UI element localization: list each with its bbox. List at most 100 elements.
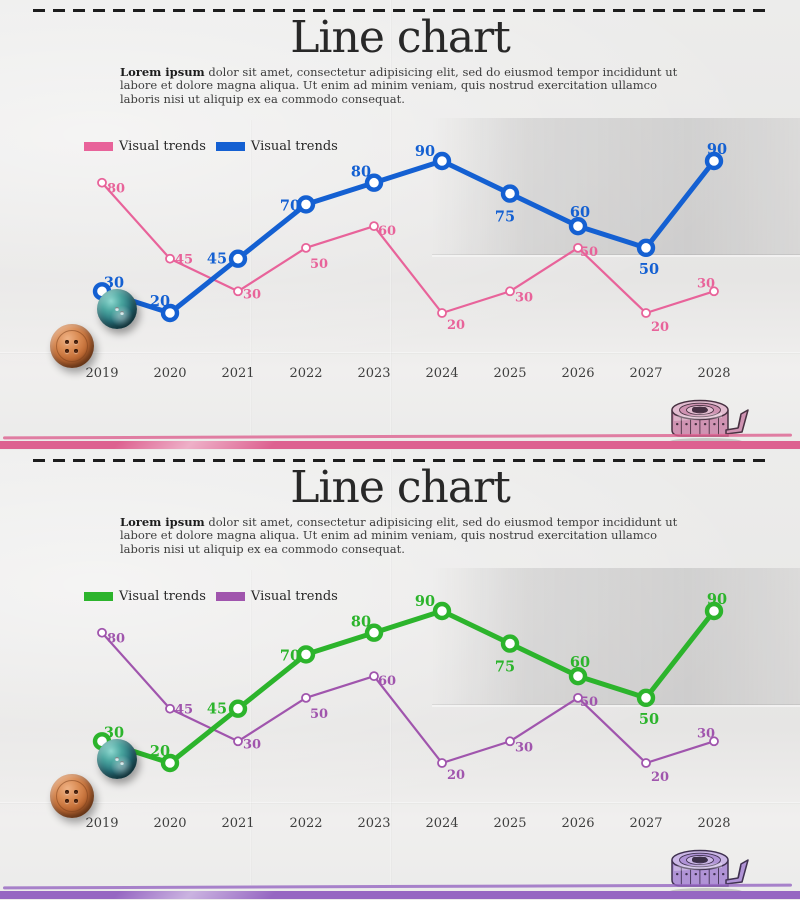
chart-panel-top: Line chart Lorem ipsum dolor sit amet, c… (0, 0, 800, 450)
intro-paragraph: Lorem ipsum dolor sit amet, consectetur … (120, 515, 690, 556)
data-point (500, 634, 520, 653)
legend-item: Visual trends (84, 139, 206, 154)
data-point-label: 80 (351, 614, 371, 631)
button-hole (120, 761, 125, 765)
data-point-label: 20 (150, 293, 170, 310)
paper-crease (390, 0, 392, 435)
x-axis-label: 2026 (561, 816, 594, 831)
chart-legend: Visual trends Visual trends (84, 139, 338, 154)
data-point (364, 173, 384, 192)
data-point-label: 45 (175, 253, 193, 268)
paper-crease (250, 120, 252, 435)
legend-item: Visual trends (215, 139, 338, 154)
data-point-label: 30 (243, 287, 261, 302)
data-point (160, 303, 180, 323)
data-point (568, 216, 588, 236)
data-point (709, 736, 719, 747)
series-line (99, 158, 717, 316)
data-point (296, 195, 316, 214)
accent-divider-band (0, 433, 800, 450)
x-axis-label: 2020 (153, 366, 186, 381)
data-point-label: 90 (707, 141, 727, 158)
data-point (641, 758, 651, 768)
data-point (709, 286, 719, 297)
data-point (301, 242, 311, 253)
button-hole (64, 798, 70, 804)
button-ring (56, 780, 88, 812)
legend-label: Visual trends (119, 139, 206, 154)
x-axis-label: 2024 (425, 816, 458, 831)
data-point (165, 253, 175, 264)
line-chart: 2019 2020 2021 2022 2023 2024 2025 2026 2027 2028… (85, 591, 730, 831)
x-axis-label: 2027 (629, 816, 662, 831)
button-hole (64, 339, 70, 345)
data-point (432, 151, 452, 171)
data-point (165, 703, 175, 714)
x-axis-label: 2028 (697, 816, 730, 831)
data-point (573, 692, 583, 703)
data-point-label: 60 (570, 204, 590, 221)
intro-paragraph: Lorem ipsum dolor sit amet, consectetur … (120, 65, 690, 106)
x-axis-label: 2019 (85, 366, 118, 381)
x-axis-label: 2023 (357, 366, 390, 381)
data-point-label: 75 (495, 659, 515, 676)
accent-stroke (2, 433, 793, 439)
button-hole (115, 757, 119, 762)
data-point-label: 60 (378, 224, 396, 239)
chart-panel-bottom: Line chart Lorem ipsum dolor sit amet, c… (0, 450, 800, 900)
paper-crease (0, 802, 800, 804)
line-chart: 2019 2020 2021 2022 2023 2024 2025 2026 2027 2028… (85, 141, 730, 381)
legend-swatch (215, 592, 245, 601)
data-point-label: 80 (107, 182, 125, 197)
data-point-label: 70 (280, 647, 300, 664)
data-point (369, 671, 379, 682)
button-hole (64, 789, 70, 795)
data-point (364, 623, 384, 642)
intro-text: dolor sit amet, consectetur adipisicing … (120, 515, 678, 556)
paper-crease (250, 570, 252, 885)
data-point (301, 692, 311, 703)
legend-label: Visual trends (250, 589, 338, 604)
x-axis-label: 2025 (493, 816, 526, 831)
data-point-label: 90 (415, 593, 435, 610)
paper-crease (0, 352, 800, 354)
data-point (432, 601, 452, 621)
paper-crease (390, 450, 392, 885)
accent-bar (0, 891, 800, 899)
data-point-label: 20 (651, 770, 669, 785)
data-point-label: 20 (447, 768, 465, 783)
x-axis-label: 2026 (561, 366, 594, 381)
series-line (99, 608, 717, 766)
data-point (437, 308, 447, 318)
data-point (160, 753, 180, 773)
button-hole (73, 339, 79, 345)
intro-lead: Lorem ipsum (120, 65, 205, 79)
data-point (704, 601, 724, 621)
data-point (505, 286, 515, 297)
legend-swatch (84, 592, 113, 601)
x-axis-label: 2025 (493, 366, 526, 381)
legend-label: Visual trends (119, 589, 206, 604)
data-point (573, 242, 583, 253)
legend-item: Visual trends (215, 589, 338, 604)
data-point-label: 20 (447, 318, 465, 333)
data-point-label: 45 (207, 251, 227, 268)
data-point-label: 60 (570, 654, 590, 671)
chart-legend: Visual trends Visual trends (84, 589, 338, 604)
button-hole (73, 798, 79, 804)
data-point-label: 50 (310, 257, 328, 272)
data-point-label: 70 (280, 197, 300, 214)
intro-text: dolor sit amet, consectetur adipisicing … (120, 65, 678, 106)
copper-button-decoration (50, 324, 94, 368)
data-point (228, 699, 248, 718)
data-point-label: 30 (243, 737, 261, 752)
data-point (296, 645, 316, 664)
data-point (97, 177, 107, 188)
data-point (369, 221, 379, 232)
data-point-label: 30 (515, 740, 533, 755)
intro-lead: Lorem ipsum (120, 515, 205, 529)
accent-bar (0, 441, 800, 449)
data-point (228, 249, 248, 268)
data-point (568, 666, 588, 686)
accent-stroke (2, 883, 793, 889)
